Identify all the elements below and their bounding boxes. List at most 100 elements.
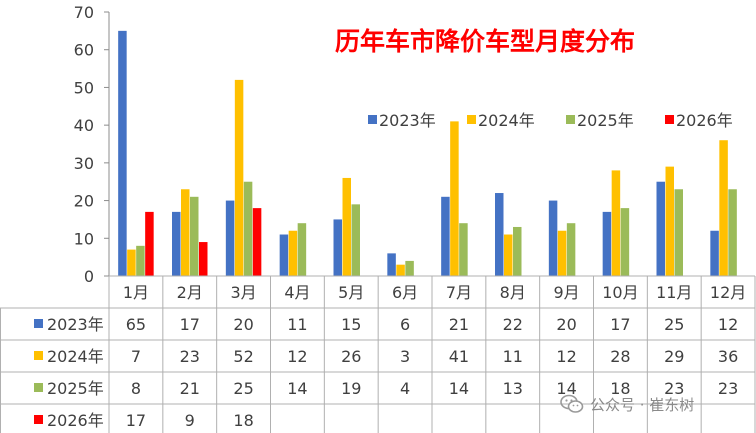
x-tick-label: 6月	[392, 283, 418, 302]
legend-key	[467, 115, 476, 124]
table-legend-key	[34, 319, 43, 328]
bar	[557, 230, 567, 276]
table-cell-value: 8	[131, 379, 141, 398]
bar	[719, 140, 728, 276]
table-cell-value: 20	[233, 315, 253, 334]
bar	[504, 234, 513, 276]
table-cell-value: 15	[341, 315, 361, 334]
bar	[145, 211, 154, 276]
table-cell-value: 18	[610, 379, 630, 398]
table-legend-key	[34, 351, 43, 360]
bar	[333, 219, 342, 276]
bar	[602, 211, 612, 276]
bar	[118, 30, 127, 276]
table-cell-value: 12	[556, 347, 576, 366]
table-cell-value: 22	[503, 315, 523, 334]
table-cell-value: 13	[503, 379, 523, 398]
table-cell-value: 65	[126, 315, 146, 334]
table-cell-value: 14	[287, 379, 307, 398]
table-cell-value: 28	[610, 347, 630, 366]
y-tick-label: 0	[84, 267, 94, 286]
table-cell-value: 23	[718, 379, 738, 398]
bar	[243, 181, 253, 276]
bar	[728, 189, 737, 276]
x-tick-label: 7月	[446, 283, 472, 302]
x-tick-label: 10月	[602, 283, 638, 302]
wechat-icon	[560, 394, 584, 414]
table-cell-value: 41	[449, 347, 469, 366]
table-cell-value: 9	[185, 411, 195, 430]
bar	[181, 189, 190, 276]
table-cell-value: 12	[718, 315, 738, 334]
bar	[279, 234, 289, 276]
table-cell-value: 11	[503, 347, 523, 366]
table-cell-value: 4	[400, 379, 410, 398]
watermark-text: 公众号 · 崔东树	[590, 395, 695, 414]
bar	[495, 193, 504, 276]
y-tick-label: 50	[74, 78, 94, 97]
x-tick-label: 4月	[284, 283, 310, 302]
table-legend-key	[34, 415, 43, 424]
bar	[459, 223, 468, 276]
y-tick-label: 10	[74, 229, 94, 248]
x-tick-label: 1月	[123, 283, 149, 302]
bar	[710, 230, 719, 276]
bar	[441, 196, 450, 276]
bar	[396, 264, 405, 276]
x-tick-label: 12月	[710, 283, 746, 302]
legend-label: 2025年	[577, 111, 634, 130]
table-cell-value: 14	[449, 379, 469, 398]
legend-label: 2023年	[379, 111, 436, 130]
bar	[225, 200, 235, 276]
x-tick-label: 8月	[500, 283, 526, 302]
legend-key	[665, 115, 674, 124]
table-cell-value: 19	[341, 379, 361, 398]
bar	[620, 208, 630, 276]
x-tick-label: 5月	[338, 283, 364, 302]
table-cell-value: 3	[400, 347, 410, 366]
chart-title: 历年车市降价车型月度分布	[335, 27, 635, 56]
y-tick-label: 60	[74, 41, 94, 60]
table-cell-value: 12	[287, 347, 307, 366]
table-cell-value: 17	[610, 315, 630, 334]
bar	[405, 260, 414, 276]
table-series-name: 2023年	[47, 315, 104, 334]
bar	[548, 200, 558, 276]
bar	[450, 121, 459, 276]
y-tick-label: 40	[74, 116, 94, 135]
bar	[136, 245, 145, 276]
table-cell-value: 36	[718, 347, 738, 366]
bar	[351, 204, 360, 276]
table-cell-value: 17	[126, 411, 146, 430]
table-series-name: 2024年	[47, 347, 104, 366]
legend-label: 2024年	[478, 111, 535, 130]
x-tick-label: 3月	[230, 283, 256, 302]
table-cell-value: 23	[180, 347, 200, 366]
table-cell-value: 14	[556, 379, 576, 398]
bar	[342, 177, 351, 276]
table-cell-value: 7	[131, 347, 141, 366]
bar	[387, 253, 396, 276]
y-tick-label: 30	[74, 154, 94, 173]
bar	[665, 166, 674, 276]
table-cell-value: 17	[180, 315, 200, 334]
x-tick-label: 11月	[656, 283, 692, 302]
table-series-name: 2025年	[47, 379, 104, 398]
x-tick-label: 2月	[177, 283, 203, 302]
table-cell-value: 11	[287, 315, 307, 334]
table-cell-value: 20	[556, 315, 576, 334]
table-cell-value: 21	[449, 315, 469, 334]
watermark: 公众号 · 崔东树	[560, 392, 750, 416]
table-cell-value: 18	[233, 411, 253, 430]
table-cell-value: 23	[664, 379, 684, 398]
bar	[234, 79, 244, 276]
bar	[199, 242, 208, 276]
bar	[127, 249, 136, 276]
legend-key	[566, 115, 575, 124]
bar	[674, 189, 683, 276]
bar	[297, 223, 307, 276]
y-tick-label: 70	[74, 3, 94, 22]
table-cell-value: 21	[180, 379, 200, 398]
bar	[252, 208, 262, 276]
